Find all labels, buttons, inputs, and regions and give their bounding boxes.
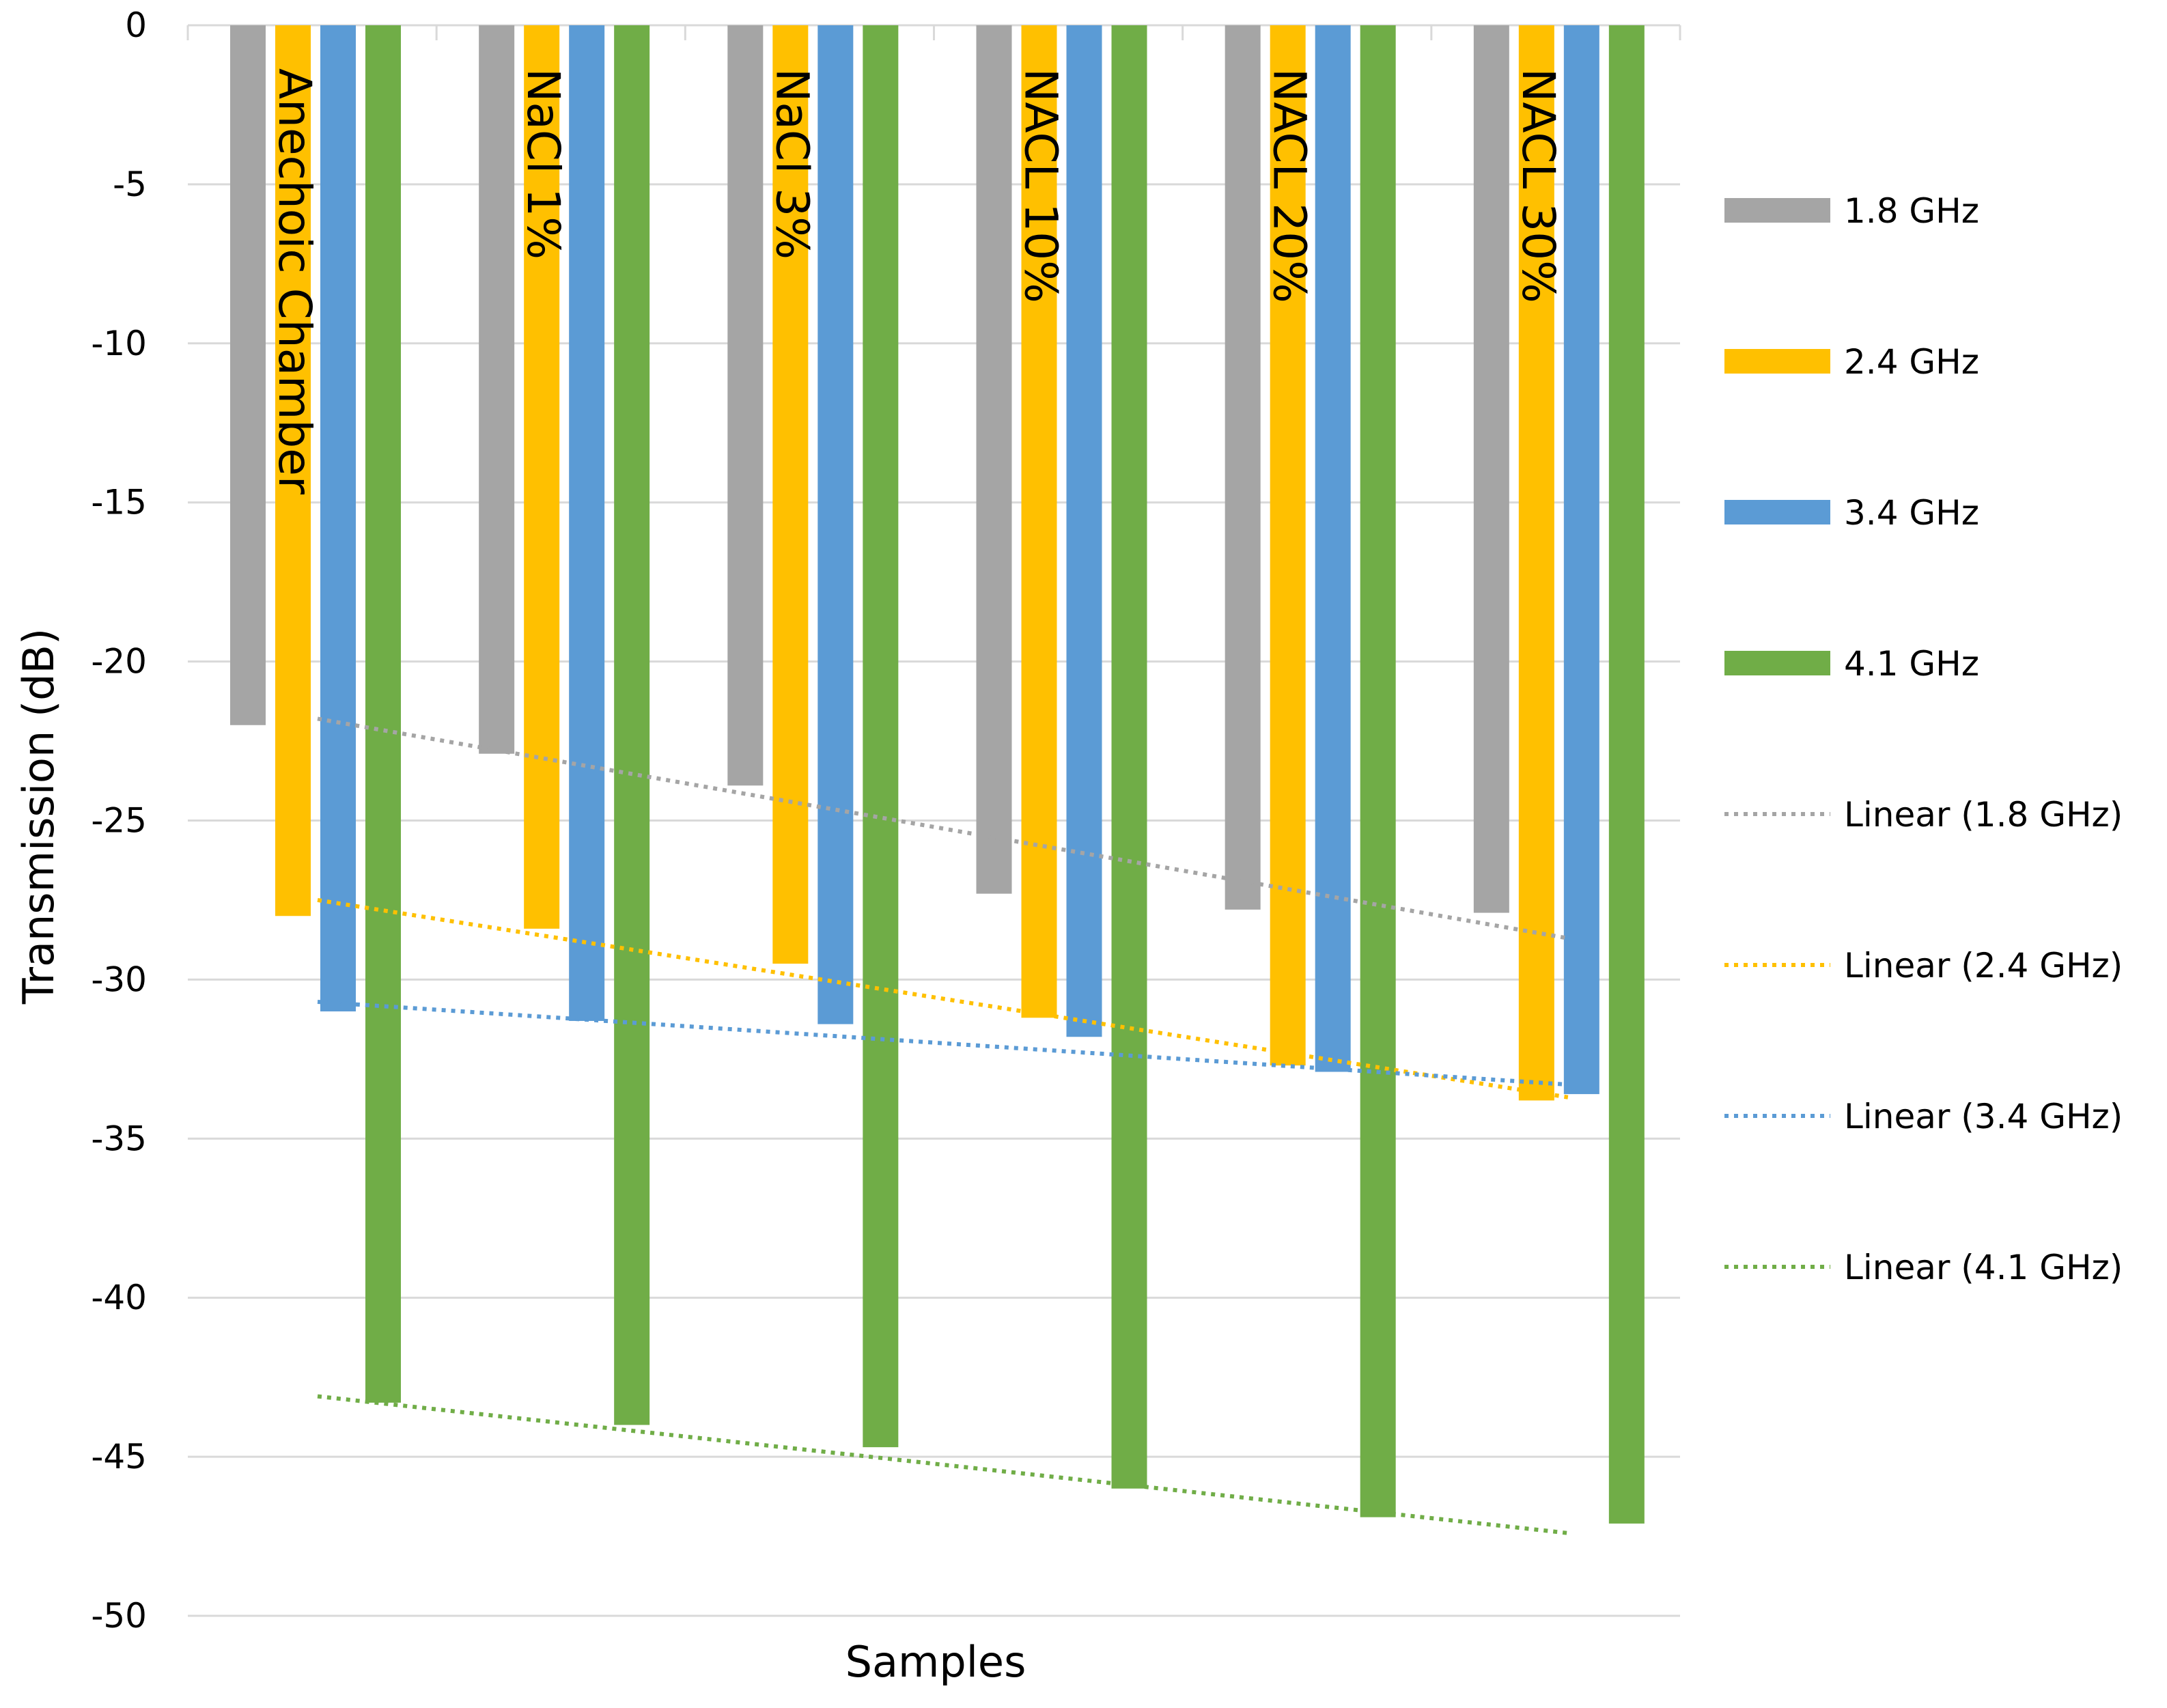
y-tick-label: -25	[91, 801, 147, 841]
bar-1-8-ghz-nacl-3	[727, 25, 764, 786]
legend-label-1-8-ghz: 1.8 GHz	[1844, 191, 1979, 231]
category-label-nacl-30: NACL 30%	[1512, 68, 1565, 303]
y-tick-label: -15	[91, 483, 147, 522]
bar-2-4-ghz-nacl-1	[524, 25, 560, 929]
category-label-nacl-20: NACL 20%	[1263, 68, 1316, 303]
bar-1-8-ghz-nacl-20	[1225, 25, 1261, 910]
bar-4-1-ghz-nacl-3	[863, 25, 899, 1448]
y-tick-label: 0	[125, 5, 147, 45]
category-label-nacl-10: NACL 10%	[1015, 68, 1067, 303]
y-axis-ticks: 0 -5 -10 -15 -20 -25 -30 -35 -40 -45 -50	[91, 5, 147, 1636]
legend-swatch-2-4-ghz	[1724, 349, 1830, 374]
bar-2-4-ghz-anechoic-chamber	[275, 25, 311, 916]
y-tick-label: -5	[113, 165, 147, 204]
bar-4-1-ghz-nacl-10	[1111, 25, 1147, 1489]
category-label-anechoic-chamber: Anechoic Chamber	[268, 68, 321, 495]
legend-label-linear-2-4-ghz: Linear (2.4 GHz)	[1844, 946, 2123, 985]
trendline-linear-2-4-ghz	[317, 897, 1569, 1100]
bars	[230, 25, 1645, 1524]
y-tick-label: -20	[91, 642, 147, 682]
bar-3-4-ghz-nacl-20	[1315, 25, 1351, 1072]
legend-label-linear-1-8-ghz: Linear (1.8 GHz)	[1844, 795, 2123, 835]
y-tick-label: -10	[91, 324, 147, 363]
trendlines	[317, 716, 1569, 1535]
legend-label-2-4-ghz: 2.4 GHz	[1844, 342, 1979, 382]
y-tick-label: -45	[91, 1437, 147, 1476]
y-tick-label: -35	[91, 1119, 147, 1158]
legend-swatch-4-1-ghz	[1724, 651, 1830, 675]
y-axis-label: Transmission (dB)	[14, 628, 64, 1005]
bar-3-4-ghz-anechoic-chamber	[320, 25, 356, 1011]
legend-label-4-1-ghz: 4.1 GHz	[1844, 644, 1979, 684]
bar-3-4-ghz-nacl-30	[1563, 25, 1599, 1095]
legend-label-linear-4-1-ghz: Linear (4.1 GHz)	[1844, 1248, 2123, 1287]
bar-4-1-ghz-nacl-20	[1360, 25, 1396, 1517]
bar-3-4-ghz-nacl-3	[817, 25, 854, 1024]
category-label-nacl-3: NaCl 3%	[766, 68, 818, 260]
legend: 1.8 GHz 2.4 GHz 3.4 GHz 4.1 GHz Linear (1.8 …	[1724, 191, 2123, 1287]
legend-swatch-3-4-ghz	[1724, 500, 1830, 524]
legend-swatch-1-8-ghz	[1724, 198, 1830, 223]
trendline-linear-3-4-ghz	[317, 1000, 1569, 1087]
legend-label-linear-3-4-ghz: Linear (3.4 GHz)	[1844, 1097, 2123, 1136]
gridlines	[186, 24, 1681, 1617]
bar-3-4-ghz-nacl-1	[569, 25, 605, 1021]
bar-4-1-ghz-nacl-30	[1608, 25, 1645, 1524]
x-axis-label: Samples	[845, 1637, 1026, 1687]
legend-label-3-4-ghz: 3.4 GHz	[1844, 493, 1979, 533]
y-tick-label: -30	[91, 960, 147, 999]
bar-4-1-ghz-nacl-1	[614, 25, 650, 1425]
category-labels: Anechoic Chamber NaCl 1% NaCl 3% NACL 10% NA…	[268, 68, 1565, 495]
bar-1-8-ghz-nacl-1	[479, 25, 515, 754]
bar-1-8-ghz-nacl-10	[976, 25, 1012, 894]
bar-1-8-ghz-anechoic-chamber	[230, 25, 266, 725]
trendline-linear-1-8-ghz	[317, 716, 1569, 940]
bar-3-4-ghz-nacl-10	[1066, 25, 1102, 1037]
category-label-nacl-1: NaCl 1%	[517, 68, 570, 260]
bar-2-4-ghz-nacl-3	[772, 25, 809, 964]
bar-1-8-ghz-nacl-30	[1473, 25, 1509, 913]
y-tick-label: -40	[91, 1278, 147, 1317]
bar-2-4-ghz-nacl-10	[1021, 25, 1057, 1018]
bar-4-1-ghz-anechoic-chamber	[365, 25, 401, 1403]
y-tick-label: -50	[91, 1596, 147, 1636]
bar-2-4-ghz-nacl-30	[1518, 25, 1554, 1101]
